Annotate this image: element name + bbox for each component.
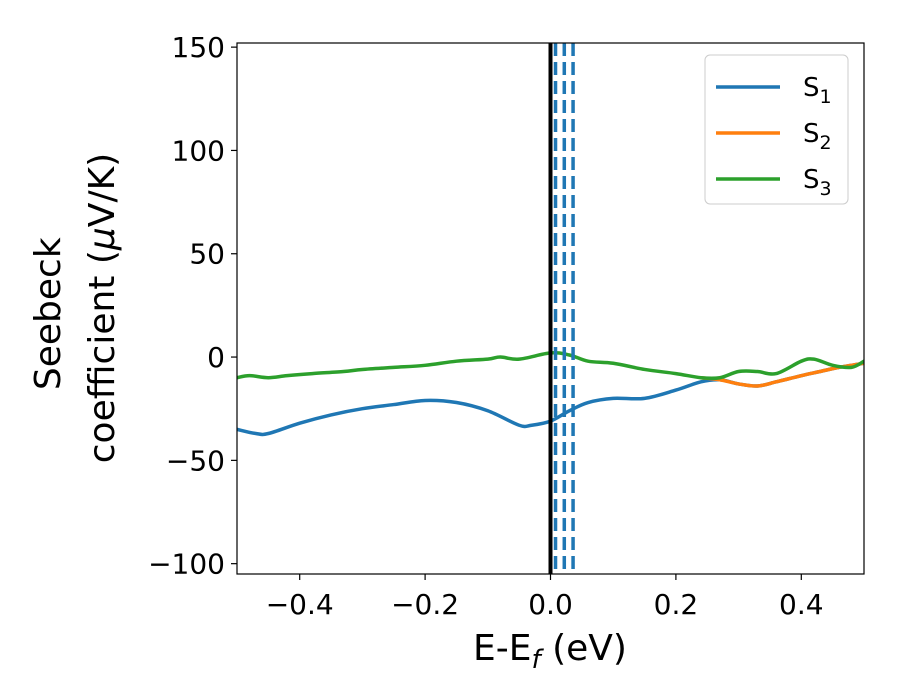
series-line-s3 (237, 351, 864, 381)
legend-box (704, 54, 849, 205)
legend-label-s2: S2 (803, 119, 832, 154)
legend: S1 S2 S3 (704, 54, 849, 205)
x-axis: −0.4 −0.2 0.0 0.2 0.4 (266, 574, 824, 621)
x-tick-label: 0.4 (779, 588, 824, 621)
y-tick-label: 100 (172, 134, 225, 167)
y-tick-label: −100 (148, 548, 225, 581)
y-tick-label: −50 (166, 444, 225, 477)
legend-label-s1: S1 (803, 73, 832, 108)
x-tick-label: 0.2 (654, 588, 699, 621)
y-axis: 150 100 50 0 −50 −100 (148, 31, 237, 581)
y-axis-label: Seebeck coefficient (μV/K) (28, 153, 123, 463)
x-axis-label: E-Ef (eV) (473, 628, 627, 675)
x-tick-label: −0.4 (266, 588, 334, 621)
y-tick-label: 0 (207, 341, 225, 374)
x-tick-label: −0.2 (391, 588, 459, 621)
y-tick-label: 50 (189, 238, 225, 271)
x-tick-label: 0.0 (528, 588, 573, 621)
y-tick-label: 150 (172, 31, 225, 64)
plot-area (237, 43, 864, 574)
legend-label-s3: S3 (803, 165, 832, 200)
series-line-s2 (699, 361, 864, 388)
